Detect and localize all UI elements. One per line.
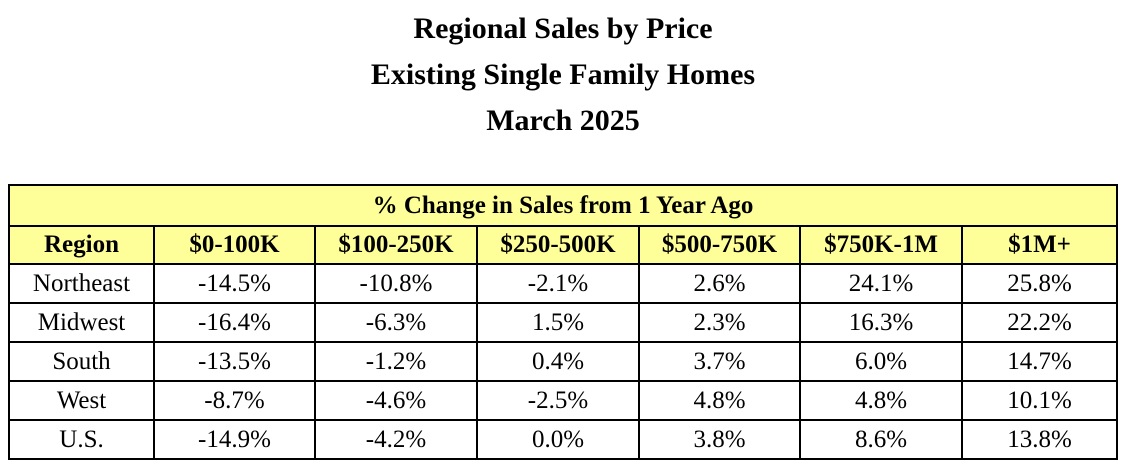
column-header-750k-1m: $750K-1M	[799, 225, 963, 265]
value-cell: 6.0%	[799, 341, 963, 382]
column-header-0-100k: $0-100K	[153, 225, 316, 265]
column-header-100-250k: $100-250K	[314, 225, 478, 265]
column-header-1m-plus: $1M+	[961, 225, 1118, 265]
value-cell: -10.8%	[314, 263, 478, 304]
value-cell: -2.1%	[476, 263, 640, 304]
region-cell: U.S.	[8, 419, 155, 460]
value-cell: 13.8%	[961, 419, 1118, 460]
column-header-250-500k: $250-500K	[476, 225, 640, 265]
value-cell: -1.2%	[314, 341, 478, 382]
value-cell: 22.2%	[961, 302, 1118, 343]
value-cell: 0.4%	[476, 341, 640, 382]
region-cell: West	[8, 380, 155, 421]
title-line-2: Existing Single Family Homes	[370, 58, 756, 91]
value-cell: -6.3%	[314, 302, 478, 343]
value-cell: -2.5%	[476, 380, 640, 421]
value-cell: 8.6%	[799, 419, 963, 460]
value-cell: 25.8%	[961, 263, 1118, 304]
column-header-500-750k: $500-750K	[638, 225, 801, 265]
value-cell: 14.7%	[961, 341, 1118, 382]
banner-row: % Change in Sales from 1 Year Ago	[8, 184, 1118, 227]
table-row: West -8.7% -4.6% -2.5% 4.8% 4.8% 10.1%	[8, 380, 1118, 421]
value-cell: -14.5%	[153, 263, 316, 304]
value-cell: 1.5%	[476, 302, 640, 343]
chart-title: Regional Sales by Price Existing Single …	[0, 6, 1126, 144]
value-cell: -8.7%	[153, 380, 316, 421]
value-cell: -13.5%	[153, 341, 316, 382]
header-row: Region $0-100K $100-250K $250-500K $500-…	[8, 225, 1118, 265]
sales-table: % Change in Sales from 1 Year Ago Region…	[8, 184, 1118, 460]
value-cell: 3.8%	[638, 419, 801, 460]
value-cell: -14.9%	[153, 419, 316, 460]
value-cell: 2.3%	[638, 302, 801, 343]
value-cell: 0.0%	[476, 419, 640, 460]
title-line-3: March 2025	[486, 104, 640, 137]
region-cell: Northeast	[8, 263, 155, 304]
value-cell: 4.8%	[799, 380, 963, 421]
value-cell: 10.1%	[961, 380, 1118, 421]
value-cell: 16.3%	[799, 302, 963, 343]
table-row: Midwest -16.4% -6.3% 1.5% 2.3% 16.3% 22.…	[8, 302, 1118, 343]
value-cell: 4.8%	[638, 380, 801, 421]
value-cell: -4.2%	[314, 419, 478, 460]
table-row: South -13.5% -1.2% 0.4% 3.7% 6.0% 14.7%	[8, 341, 1118, 382]
table-row: Northeast -14.5% -10.8% -2.1% 2.6% 24.1%…	[8, 263, 1118, 304]
value-cell: 3.7%	[638, 341, 801, 382]
region-cell: South	[8, 341, 155, 382]
value-cell: 2.6%	[638, 263, 801, 304]
value-cell: -4.6%	[314, 380, 478, 421]
table-row: U.S. -14.9% -4.2% 0.0% 3.8% 8.6% 13.8%	[8, 419, 1118, 460]
column-header-region: Region	[8, 225, 155, 265]
value-cell: -16.4%	[153, 302, 316, 343]
value-cell: 24.1%	[799, 263, 963, 304]
region-cell: Midwest	[8, 302, 155, 343]
title-line-1: Regional Sales by Price	[413, 12, 713, 45]
table-banner: % Change in Sales from 1 Year Ago	[8, 184, 1118, 227]
